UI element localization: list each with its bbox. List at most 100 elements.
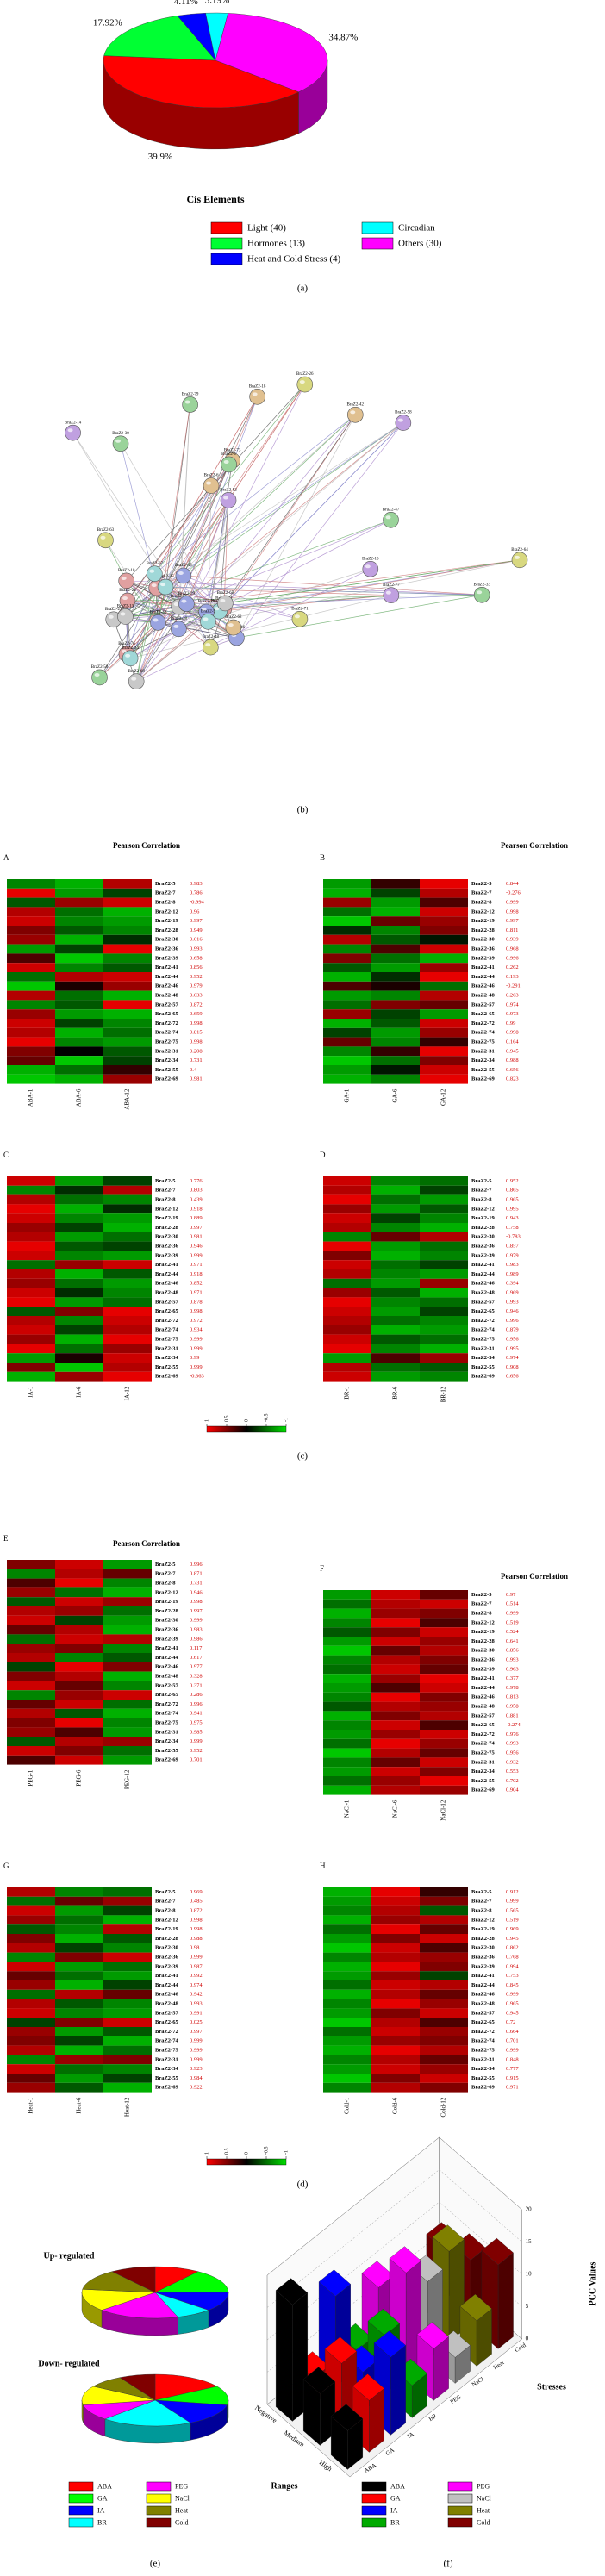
row-label: BraZ2-30: [155, 937, 178, 943]
slice-label: 39.9%: [148, 152, 172, 162]
heat-cell: [420, 944, 468, 954]
heat-cell: [420, 1645, 468, 1656]
node-label: BraZ2-79: [182, 393, 199, 397]
heat-cell: [420, 907, 468, 917]
pcc-value: 0.97: [506, 1592, 516, 1598]
heat-cell: [55, 2082, 103, 2093]
pcc-value: -0.363: [190, 1374, 204, 1380]
pcc-value: 0.998: [190, 1599, 203, 1605]
heat-cell: [103, 1194, 152, 1205]
node: [150, 614, 166, 631]
edge: [165, 404, 190, 588]
pcc-value: 0.702: [506, 1778, 519, 1784]
node: [291, 610, 309, 627]
slice: [154, 2373, 218, 2401]
heat-cell: [323, 1260, 371, 1269]
node-label: BraZ2-34: [122, 646, 139, 651]
row-label: BraZ2-46: [471, 1992, 495, 1998]
heat-cell: [55, 1943, 103, 1953]
heat-cell: [55, 2018, 103, 2027]
heat-cell: [371, 944, 420, 954]
pcc-value: 0.999: [190, 2047, 203, 2053]
pcc-value: 0.993: [190, 2000, 203, 2006]
pcc-value: 0.803: [190, 1188, 203, 1194]
heat-cell: [420, 1980, 468, 1990]
node: [383, 587, 400, 603]
heat-cell: [103, 2074, 152, 2083]
row-label: BraZ2-28: [471, 1936, 495, 1942]
heat-cell: [371, 1590, 420, 1600]
pcc-value: 0.983: [506, 1262, 519, 1268]
heat-cell: [371, 1297, 420, 1307]
row-label: BraZ2-36: [155, 1626, 178, 1632]
heat-cell: [371, 1989, 420, 1999]
row-label: BraZ2-31: [471, 1048, 495, 1054]
heat-cell: [7, 1962, 55, 1972]
heat-cell: [55, 2008, 103, 2018]
pcc-value: 0.942: [190, 1992, 203, 1998]
heat-cell: [103, 1634, 152, 1644]
heat-cell: [103, 1625, 152, 1635]
pcc-value: 0.979: [190, 983, 203, 989]
node-label: BraZ2-62: [225, 615, 242, 620]
edge: [127, 600, 179, 630]
heat-cell: [323, 981, 371, 991]
row-label: BraZ2-7: [155, 1571, 176, 1577]
row-label: BraZ2-74: [155, 1030, 178, 1036]
heat-cell: [323, 1943, 371, 1953]
heat-cell: [7, 1334, 55, 1344]
heat-cell: [55, 1718, 103, 1728]
heat-cell: [371, 1334, 420, 1344]
row-label: BraZ2-69: [471, 1374, 495, 1380]
row-label: BraZ2-30: [155, 1618, 178, 1624]
pcc-value: 0.514: [506, 1601, 519, 1607]
heat-cell: [7, 1727, 55, 1737]
row-label: BraZ2-46: [155, 1664, 178, 1670]
edge: [120, 443, 158, 589]
heat-cell: [7, 1980, 55, 1990]
slice: [154, 2386, 229, 2405]
node-highlight: [397, 418, 403, 422]
bar-face-top: [302, 2367, 336, 2394]
pcc-value: 0.983: [190, 1626, 203, 1632]
legend-label: GA: [97, 2494, 108, 2502]
node: [511, 552, 528, 569]
pcc-value: 0.963: [506, 1666, 519, 1672]
slice: [111, 2266, 156, 2293]
pcc-value: 0.972: [190, 1318, 203, 1324]
row-label: BraZ2-72: [471, 1318, 495, 1324]
node-label: BraZ2-18: [249, 384, 266, 389]
pcc-value: 0.991: [190, 2010, 203, 2016]
legend-label: Cold: [477, 2518, 490, 2526]
heat-cell: [420, 888, 468, 898]
heat-cell: [55, 1194, 103, 1205]
heat-cell: [420, 1065, 468, 1075]
heat-cell: [7, 1708, 55, 1718]
legend-swatch: [447, 2493, 473, 2504]
heat-cell: [55, 1241, 103, 1251]
heat-cell: [371, 1664, 420, 1675]
column-label: Heat-1: [28, 2097, 34, 2114]
row-label: BraZ2-72: [471, 1731, 495, 1737]
heat-cell: [7, 1606, 55, 1616]
edge: [178, 396, 258, 608]
pcc-value: 0.956: [506, 1750, 519, 1756]
pcc-value: 0.823: [506, 1076, 519, 1082]
heat-cell: [420, 1757, 468, 1768]
row-label: BraZ2-69: [471, 1787, 495, 1793]
pcc-value: 0.999: [190, 2038, 203, 2044]
heat-cell: [55, 1597, 103, 1606]
heat-cell: [55, 1662, 103, 1672]
row-label: BraZ2-46: [155, 1281, 178, 1287]
legend-label: Circadian: [398, 223, 435, 234]
row-label: BraZ2-74: [471, 2038, 495, 2044]
node: [171, 621, 187, 638]
heat-cell: [55, 934, 103, 945]
heat-cell: [55, 1065, 103, 1075]
bar: [302, 2367, 336, 2446]
row-label: BraZ2-12: [155, 1206, 178, 1212]
heat-cell: [420, 1599, 468, 1609]
heat-cell: [323, 1664, 371, 1675]
axis-label: Ranges: [271, 2481, 297, 2491]
heat-cell: [371, 1767, 420, 1776]
